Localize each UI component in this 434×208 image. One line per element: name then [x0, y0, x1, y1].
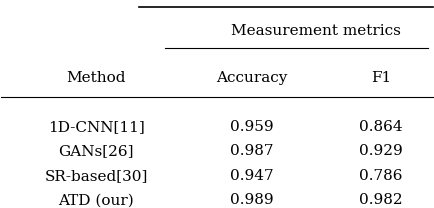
Text: SR-based[30]: SR-based[30]: [45, 169, 148, 183]
Text: 0.989: 0.989: [230, 193, 273, 207]
Text: 0.987: 0.987: [230, 144, 273, 158]
Text: 0.864: 0.864: [359, 120, 403, 134]
Text: 1D-CNN[11]: 1D-CNN[11]: [48, 120, 145, 134]
Text: 0.947: 0.947: [230, 169, 273, 183]
Text: GANs[26]: GANs[26]: [59, 144, 134, 158]
Text: ATD (our): ATD (our): [59, 193, 134, 207]
Text: F1: F1: [371, 71, 391, 85]
Text: 0.786: 0.786: [359, 169, 403, 183]
Text: 0.959: 0.959: [230, 120, 273, 134]
Text: 0.929: 0.929: [359, 144, 403, 158]
Text: Method: Method: [66, 71, 126, 85]
Text: Measurement metrics: Measurement metrics: [231, 24, 401, 38]
Text: Accuracy: Accuracy: [216, 71, 287, 85]
Text: 0.982: 0.982: [359, 193, 403, 207]
